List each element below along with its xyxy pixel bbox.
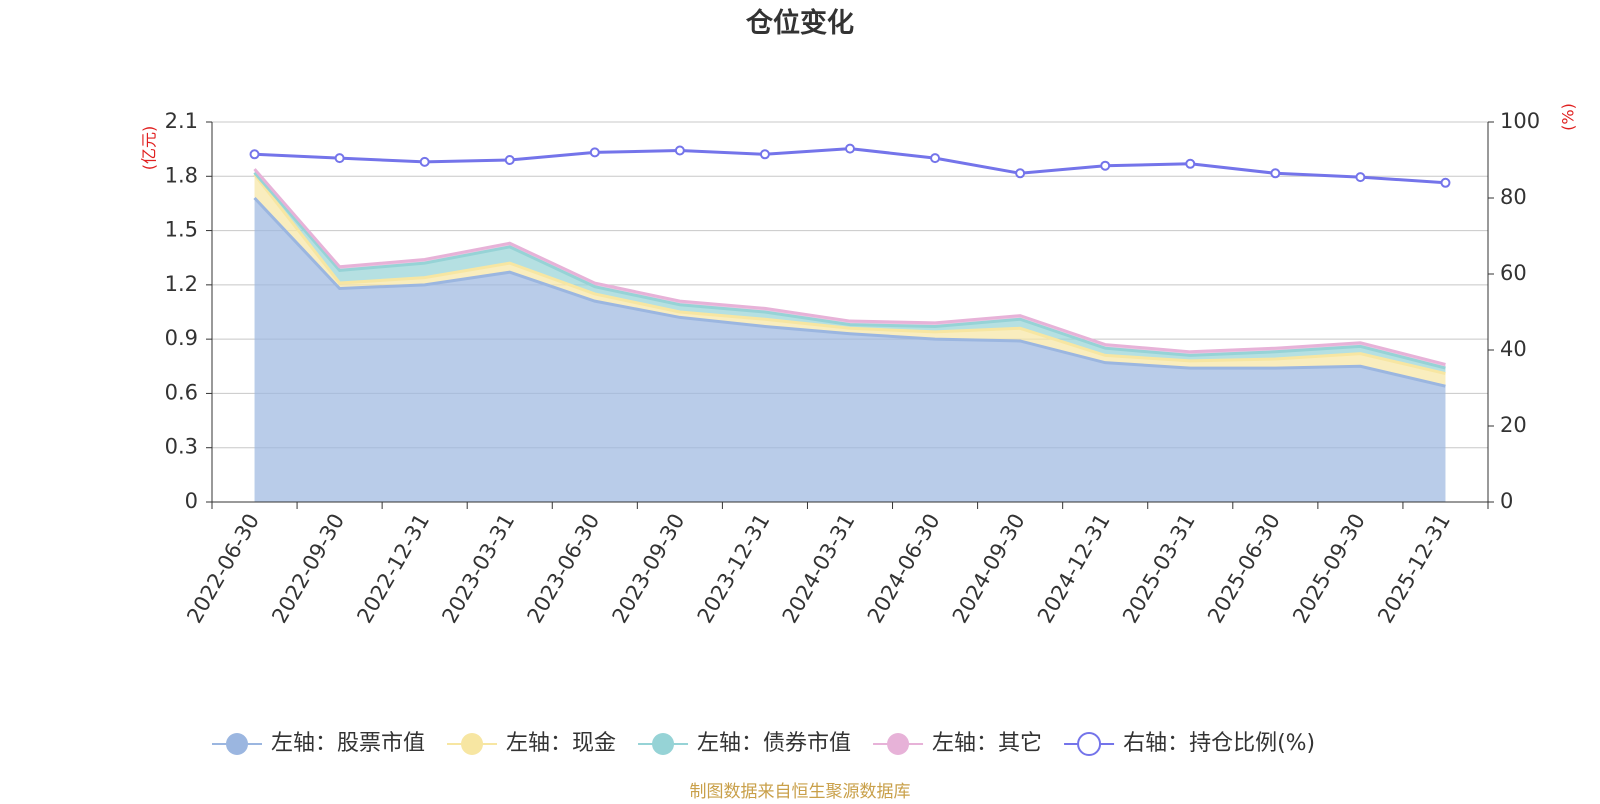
x-tick-label: 2024-06-30 [863, 510, 945, 628]
right-tick-label: 20 [1500, 413, 1527, 437]
line-point [759, 149, 770, 160]
legend-item: 左轴：股票市值 [212, 731, 425, 756]
legend-label: 左轴：其它 [932, 731, 1042, 756]
right-axis-label: (%) [1559, 103, 1578, 131]
x-tick-label: 2025-03-31 [1118, 510, 1200, 628]
legend-item: 左轴：其它 [873, 731, 1042, 756]
line-point [1015, 168, 1026, 179]
right-tick-label: 100 [1500, 109, 1540, 133]
right-tick-label: 80 [1500, 185, 1527, 209]
x-tick-label: 2024-03-31 [778, 510, 860, 628]
line-point [1100, 160, 1111, 171]
left-tick-label: 0 [185, 489, 198, 513]
right-tick-label: 60 [1500, 261, 1527, 285]
legend-marker [226, 733, 248, 755]
x-tick-label: 2022-09-30 [267, 510, 349, 628]
x-tick-label: 2022-12-31 [352, 509, 434, 627]
legend-marker [652, 733, 675, 755]
legend-item: 左轴：债券市值 [638, 731, 851, 756]
legend-label: 左轴：股票市值 [271, 731, 425, 756]
line-point [334, 153, 345, 164]
area-edge-左轴：债券市值 [253, 171, 1446, 370]
x-tick-label: 2025-12-31 [1373, 510, 1455, 628]
x-tick-label: 2025-09-30 [1288, 510, 1370, 628]
ratio-line [249, 143, 1451, 188]
legend-marker [461, 733, 484, 755]
legend-marker [1077, 732, 1102, 756]
x-tick-label: 2023-09-30 [608, 510, 690, 628]
x-tick-label: 2025-06-30 [1203, 510, 1285, 628]
x-tick-label: 2024-12-31 [1033, 510, 1115, 628]
x-tick-label: 2023-06-30 [523, 510, 605, 628]
left-tick-label: 1.5 [165, 218, 198, 242]
x-tick-label: 2023-12-31 [693, 510, 775, 628]
line-point [1270, 168, 1281, 179]
chart-title: 仓位变化 [745, 7, 854, 39]
stacked-areas [253, 168, 1446, 502]
line-point [930, 153, 941, 164]
line-point [1355, 172, 1366, 183]
x-tick-label: 2023-03-31 [437, 510, 519, 628]
area-左轴：现金 [254, 174, 1446, 387]
line-point [674, 145, 685, 156]
area-左轴：股票市值 [254, 198, 1446, 502]
legend-item: 右轴：持仓比例(%) [1064, 731, 1315, 756]
line-point [249, 149, 260, 160]
right-tick-label: 40 [1500, 337, 1527, 361]
legend-item: 左轴：现金 [447, 731, 616, 756]
left-tick-label: 0.6 [165, 380, 198, 404]
left-tick-label: 1.2 [165, 272, 198, 296]
legend-label: 右轴：持仓比例(%) [1123, 731, 1315, 756]
area-edge-左轴：其它 [253, 168, 1446, 366]
line-右轴：持仓比例(%) [254, 147, 1446, 185]
line-point [845, 143, 855, 154]
legend: 左轴：股票市值 左轴：现金 左轴：债券市值 左轴：其它 右轴：持仓比例(%) [212, 731, 1315, 756]
line-point [419, 156, 430, 167]
x-tick-label: 2024-09-30 [948, 509, 1030, 627]
area-左轴：债券市值 [254, 172, 1446, 374]
left-tick-label: 0.3 [165, 435, 198, 459]
area-edge-左轴：股票市值 [253, 196, 1446, 388]
x-tick-label: 2022-06-30 [182, 510, 264, 628]
line-point [589, 147, 600, 158]
data-source-note: 制图数据来自恒生聚源数据库 [689, 782, 911, 802]
left-tick-label: 1.8 [165, 163, 198, 187]
legend-marker [887, 733, 910, 755]
line-point [1440, 177, 1451, 188]
left-axis-label: (亿元) [140, 126, 159, 171]
area-edge-左轴：现金 [253, 173, 1446, 375]
left-tick-label: 0.9 [165, 326, 198, 350]
line-point [1185, 158, 1196, 169]
line-point [504, 155, 515, 165]
left-tick-label: 2.1 [165, 109, 198, 133]
legend-label: 左轴：现金 [506, 731, 616, 756]
right-tick-label: 0 [1500, 489, 1513, 513]
legend-label: 左轴：债券市值 [697, 731, 851, 756]
